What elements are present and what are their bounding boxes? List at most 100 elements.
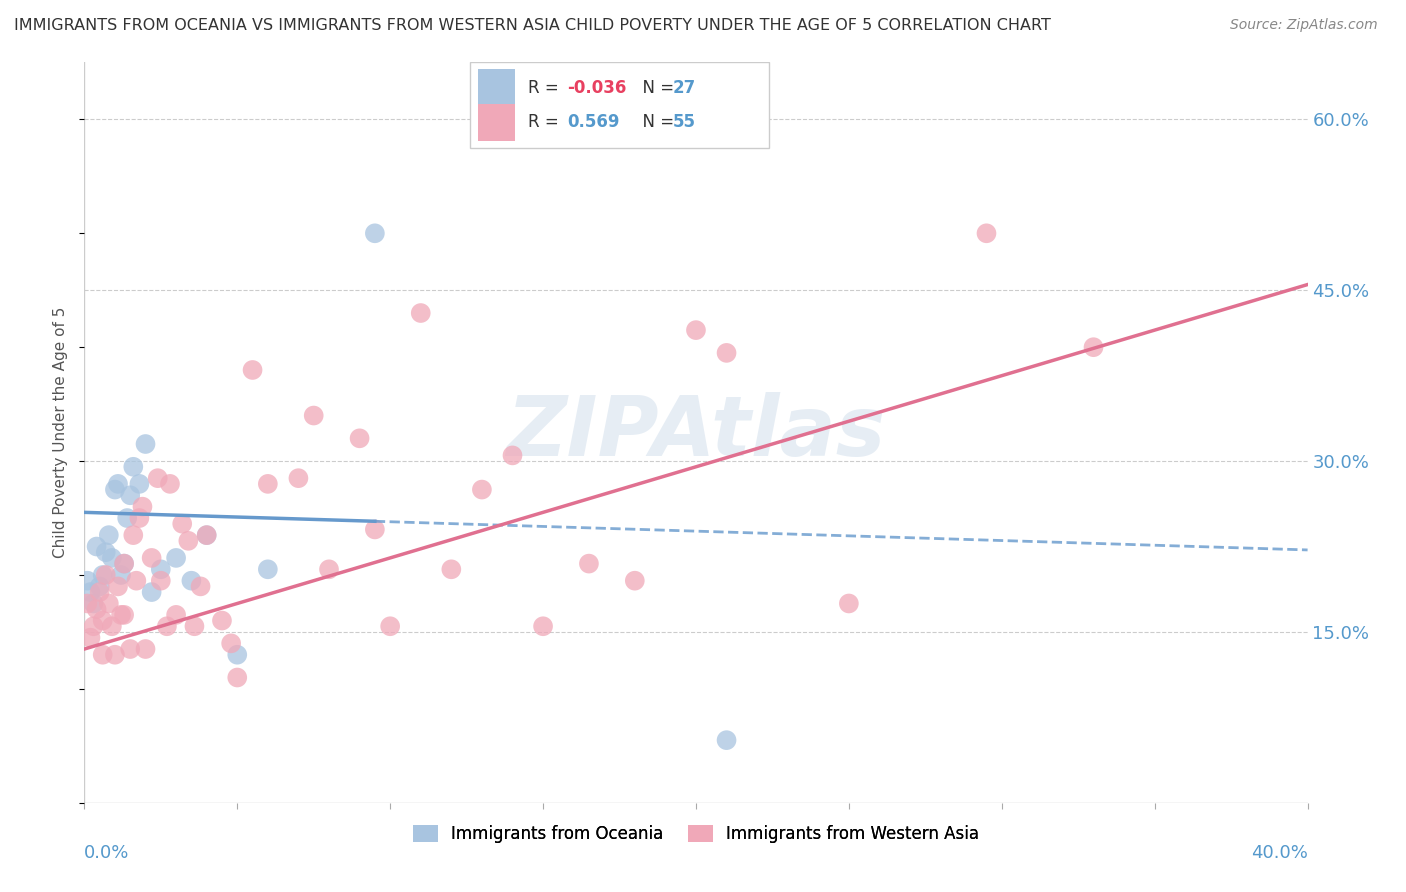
Point [135, 642, 157, 657]
Text: 0.569: 0.569 [568, 113, 620, 131]
Point [104, 648, 127, 662]
Point [97, 597, 120, 611]
Point [578, 557, 600, 571]
Point [471, 483, 494, 497]
Point [146, 471, 169, 485]
Point [135, 437, 157, 451]
Text: ZIPAtlas: ZIPAtlas [506, 392, 886, 473]
Point [91, 648, 114, 662]
Point [838, 597, 860, 611]
Point [110, 607, 132, 622]
Point [183, 619, 205, 633]
Text: 40.0%: 40.0% [1251, 844, 1308, 862]
Point [107, 579, 129, 593]
Point [94, 545, 117, 559]
FancyBboxPatch shape [478, 103, 515, 141]
Point [120, 488, 142, 502]
Point [226, 648, 249, 662]
Point [101, 550, 124, 565]
Point [149, 562, 172, 576]
Text: 27: 27 [672, 78, 696, 96]
Point [83, 597, 105, 611]
Point [502, 449, 524, 463]
Text: N =: N = [633, 113, 679, 131]
Text: Source: ZipAtlas.com: Source: ZipAtlas.com [1230, 18, 1378, 32]
Point [156, 619, 179, 633]
Point [349, 431, 371, 445]
Text: IMMIGRANTS FROM OCEANIA VS IMMIGRANTS FROM WESTERN ASIA CHILD POVERTY UNDER THE : IMMIGRANTS FROM OCEANIA VS IMMIGRANTS FR… [14, 18, 1050, 33]
Point [190, 579, 212, 593]
FancyBboxPatch shape [470, 62, 769, 147]
Point [318, 562, 340, 576]
Point [380, 619, 402, 633]
Point [79, 585, 101, 599]
Point [122, 459, 145, 474]
Point [107, 476, 129, 491]
Point [364, 227, 387, 241]
Point [97, 528, 120, 542]
Point [149, 574, 172, 588]
Point [125, 574, 148, 588]
Point [159, 476, 181, 491]
Point [91, 568, 114, 582]
Point [440, 562, 463, 576]
Point [141, 585, 163, 599]
Point [115, 511, 138, 525]
Point [131, 500, 153, 514]
Point [89, 585, 111, 599]
Point [531, 619, 554, 633]
Point [195, 528, 218, 542]
Point [242, 363, 264, 377]
Point [211, 614, 233, 628]
Text: 55: 55 [672, 113, 696, 131]
Point [257, 562, 280, 576]
Text: 0.0%: 0.0% [84, 844, 129, 862]
Point [112, 557, 135, 571]
Point [219, 636, 242, 650]
Text: R =: R = [529, 113, 569, 131]
Text: N =: N = [633, 78, 679, 96]
Point [364, 523, 387, 537]
Point [409, 306, 432, 320]
Point [128, 476, 150, 491]
Point [976, 227, 998, 241]
Point [91, 614, 114, 628]
Point [94, 568, 117, 582]
Point [624, 574, 647, 588]
Point [112, 607, 135, 622]
Point [716, 733, 738, 747]
Point [226, 671, 249, 685]
FancyBboxPatch shape [478, 69, 515, 106]
Point [86, 602, 108, 616]
Point [120, 642, 142, 657]
Point [180, 574, 202, 588]
Point [172, 516, 194, 531]
Y-axis label: Child Poverty Under the Age of 5: Child Poverty Under the Age of 5 [53, 307, 69, 558]
Point [83, 619, 105, 633]
Point [76, 574, 98, 588]
Point [165, 607, 187, 622]
Point [195, 528, 218, 542]
Point [112, 557, 135, 571]
Point [122, 528, 145, 542]
Point [177, 533, 200, 548]
Point [104, 483, 127, 497]
Point [685, 323, 707, 337]
Point [257, 476, 280, 491]
Text: -0.036: -0.036 [568, 78, 627, 96]
Point [1083, 340, 1105, 354]
Point [79, 631, 101, 645]
Point [101, 619, 124, 633]
Point [86, 540, 108, 554]
Point [716, 346, 738, 360]
Point [76, 597, 98, 611]
Text: R =: R = [529, 78, 564, 96]
Point [302, 409, 325, 423]
Point [110, 568, 132, 582]
Legend: Immigrants from Oceania, Immigrants from Western Asia: Immigrants from Oceania, Immigrants from… [406, 819, 986, 850]
Point [89, 579, 111, 593]
Point [165, 550, 187, 565]
Point [287, 471, 309, 485]
Point [141, 550, 163, 565]
Point [128, 511, 150, 525]
